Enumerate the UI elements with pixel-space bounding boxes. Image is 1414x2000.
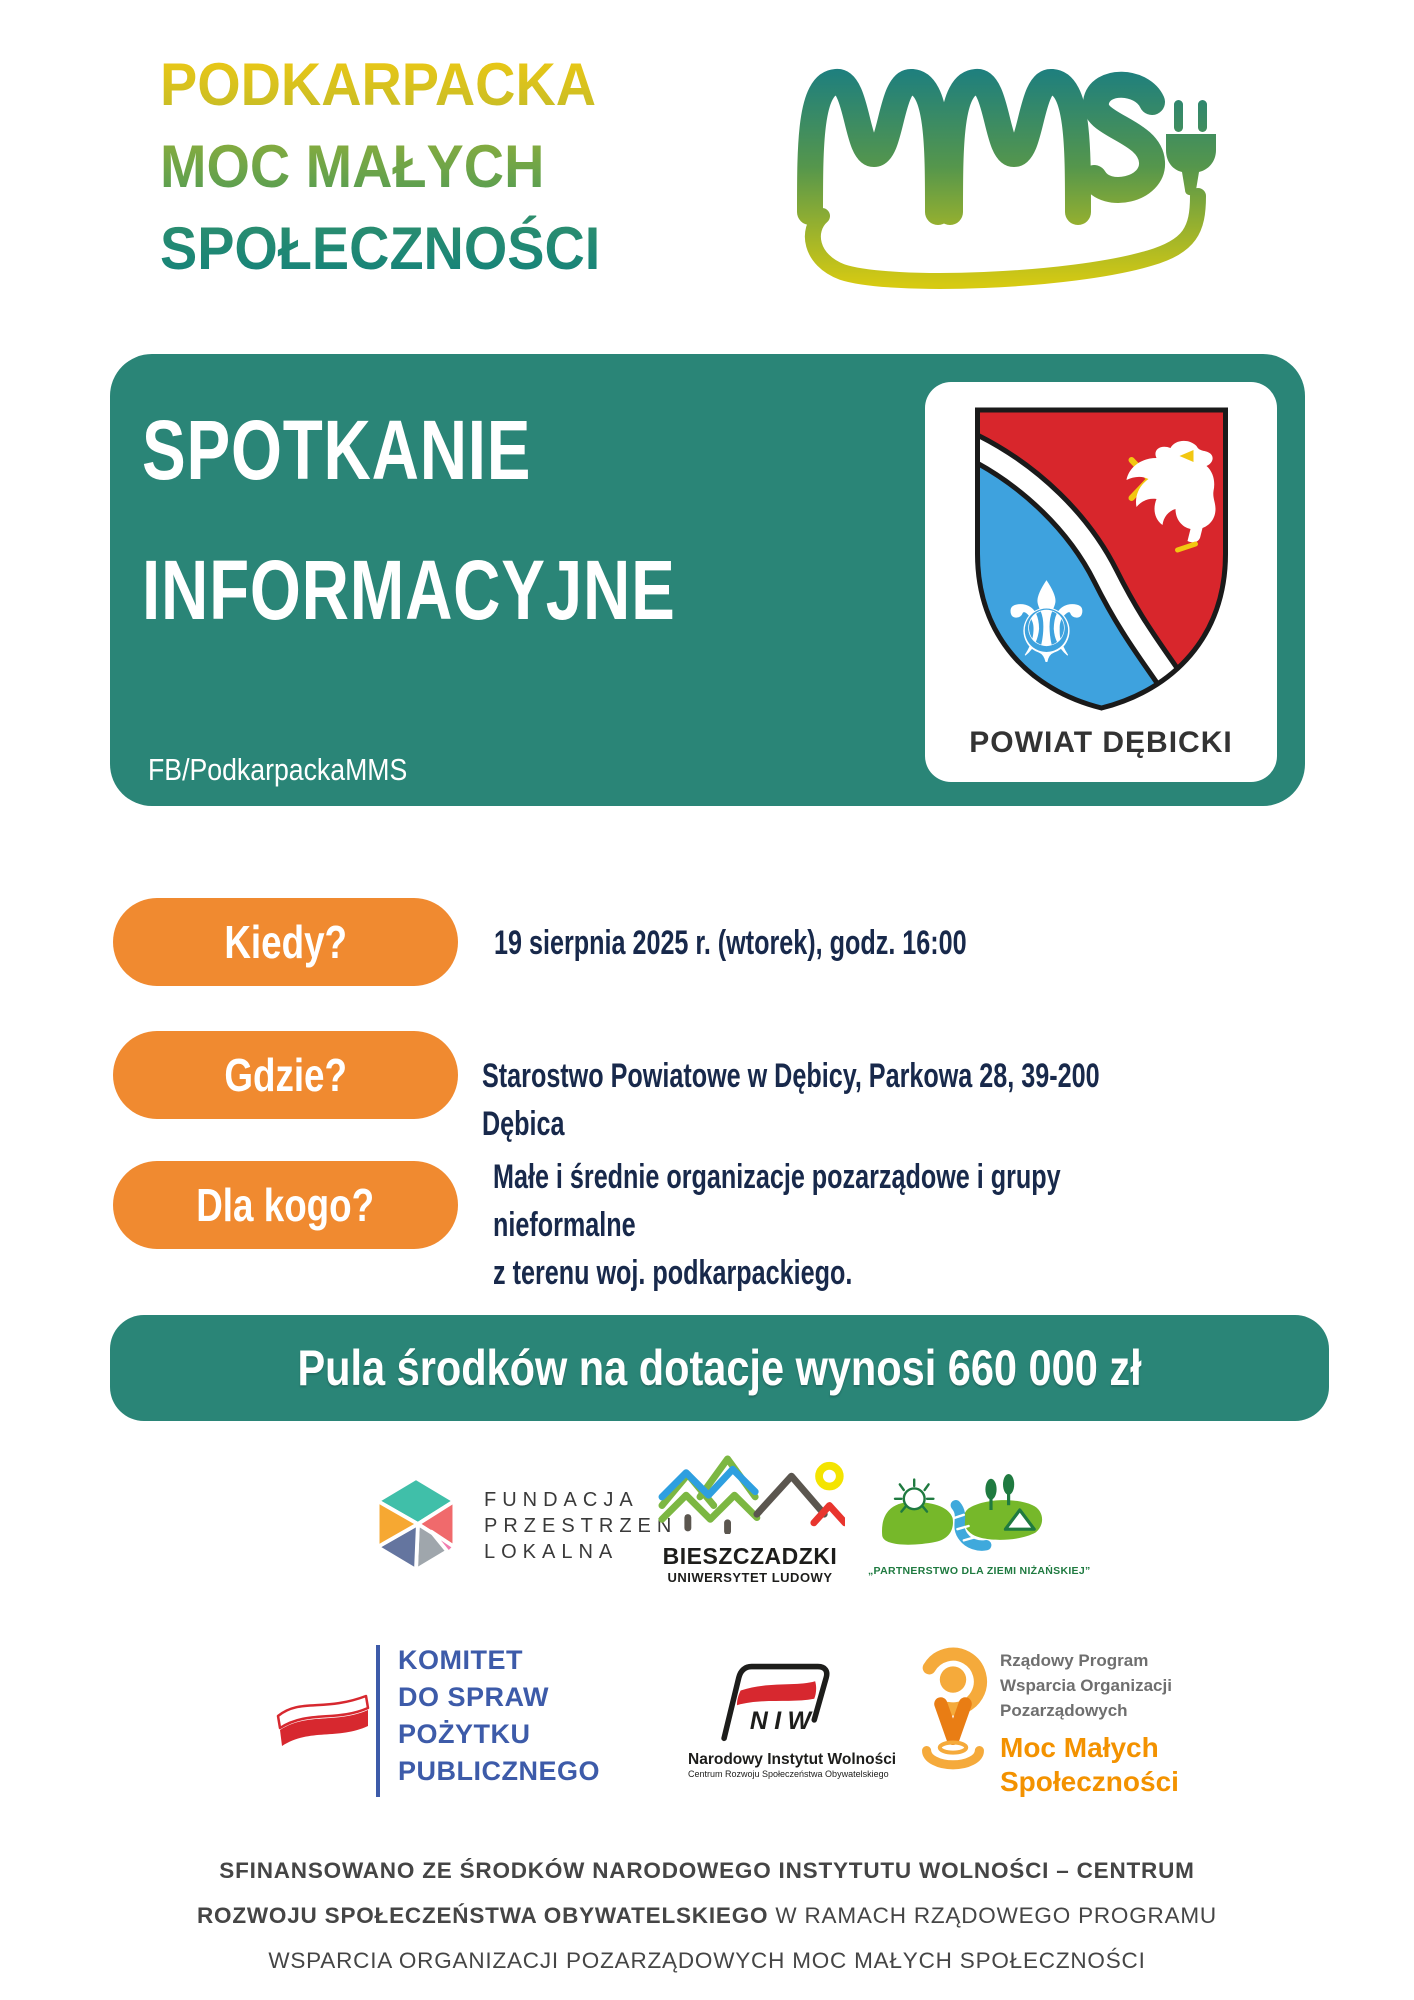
komitet-label: KOMITET DO SPRAW POŻYTKU PUBLICZNEGO [398, 1642, 600, 1790]
footer-line1: SFINANSOWANO ZE ŚRODKÓW NARODOWEGO INSTY… [219, 1858, 1195, 1883]
niw-name: Narodowy Instytut Wolności [688, 1751, 897, 1768]
fundacja-przestrzen-lokalna-label: FUNDACJA PRZESTRZEŃ LOKALNA [484, 1487, 677, 1565]
griffin-icon [1126, 440, 1216, 553]
fleur-de-lis-icon: ⚜ [996, 559, 1096, 689]
footer-line2: ROZWOJU SPOŁECZEŃSTWA OBYWATELSKIEGO W R… [0, 1893, 1414, 1938]
program-title: PODKARPACKA MOC MAŁYCH SPOŁECZNOŚCI [160, 44, 600, 290]
niw-logo: NIW Narodowy Instytut Wolności Centrum R… [688, 1650, 897, 1779]
fpl-line1: FUNDACJA [484, 1489, 639, 1511]
bul-name: BIESZCZADZKI [662, 1543, 838, 1569]
hero-heading-line1: SPOTKANIE [142, 403, 532, 497]
komitet-line1: KOMITET [398, 1645, 523, 1675]
footer-line2-rest: W RAMACH RZĄDOWEGO PROGRAMU [768, 1903, 1217, 1928]
program-title-line2: MOC MAŁYCH [160, 126, 600, 208]
moc-malych-label: Rządowy Program Wsparcia Organizacji Poz… [1000, 1648, 1179, 1799]
for-whom-label: Dla kogo? [196, 1179, 375, 1231]
program-title-line1: PODKARPACKA [160, 44, 600, 126]
fundacja-przestrzen-lokalna-icon [375, 1476, 457, 1572]
fpl-line2: PRZESTRZEŃ [484, 1515, 678, 1537]
bul-subname: UNIWERSYTET LUDOWY [667, 1570, 833, 1585]
funds-banner: Pula środków na dotacje wynosi 660 000 z… [110, 1315, 1329, 1421]
mmsp-name-line1: Moc Małych [1000, 1732, 1159, 1763]
where-label: Gdzie? [224, 1049, 347, 1101]
mms-logo-text: MMS [0, 0, 1, 1]
niw-subname: Centrum Rozwoju Społeczeństwa Obywatelsk… [688, 1769, 889, 1779]
footer-line3: WSPARCIA ORGANIZACJI POZARZĄDOWYCH MOC M… [268, 1948, 1146, 1973]
mmsp-gov-line3: Pozarządowych [1000, 1701, 1128, 1720]
for-whom-pill: Dla kogo? [113, 1161, 458, 1249]
facebook-handle: FB/PodkarpackaMMS [148, 752, 408, 787]
when-pill: Kiedy? [113, 898, 458, 986]
funding-disclaimer: SFINANSOWANO ZE ŚRODKÓW NARODOWEGO INSTY… [0, 1848, 1414, 1983]
bieszczadzki-uniwersytet-logo: BIESZCZADZKI UNIWERSYTET LUDOWY [655, 1452, 849, 1585]
bieszczadzki-mountains-icon [658, 1455, 849, 1535]
when-label: Kiedy? [224, 916, 347, 968]
komitet-divider [376, 1645, 380, 1797]
komitet-line4: PUBLICZNEGO [398, 1756, 601, 1786]
for-whom-text: Małe i średnie organizacje pozarządowe i… [493, 1158, 1061, 1292]
partnerstwo-nizanska-logo: „PARTNERSTWO DLA ZIEMI NIŻAŃSKIEJ” [868, 1462, 1091, 1577]
crest-caption: POWIAT DĘBICKI [969, 726, 1233, 759]
program-title-line3: SPOŁECZNOŚCI [160, 208, 600, 290]
hero-heading-line2: INFORMACYJNE [142, 543, 676, 637]
mmsp-gov-line1: Rządowy Program [1000, 1651, 1149, 1670]
hero-panel: SPOTKANIE INFORMACYJNE FB/PodkarpackaMMS… [110, 354, 1305, 806]
county-crest-card: ⚜ POWIAT DĘBICKI [925, 382, 1277, 782]
mmsp-name-line2: Społeczności [1000, 1766, 1179, 1797]
footer-line2-bold: ROZWOJU SPOŁECZEŃSTWA OBYWATELSKIEGO [197, 1903, 769, 1928]
moc-malych-pin-icon [918, 1647, 988, 1770]
niw-mark: NIW [749, 1708, 817, 1735]
funds-banner-text: Pula środków na dotacje wynosi 660 000 z… [297, 1340, 1142, 1396]
when-text: 19 sierpnia 2025 r. (wtorek), godz. 16:0… [494, 924, 967, 962]
niw-flag-icon: NIW [720, 1663, 829, 1742]
mmsp-gov-line2: Wsparcia Organizacji [1000, 1676, 1172, 1695]
fpl-line3: LOKALNA [484, 1541, 619, 1563]
plug-icon [1166, 100, 1216, 196]
powiat-debicki-crest-icon: ⚜ [975, 407, 1228, 711]
partnerstwo-caption: „PARTNERSTWO DLA ZIEMI NIŻAŃSKIEJ” [868, 1565, 1091, 1577]
mms-plug-logo-icon [797, 69, 1216, 289]
where-pill: Gdzie? [113, 1031, 458, 1119]
partnerstwo-landscape-icon [882, 1474, 1043, 1551]
komitet-line2: DO SPRAW [398, 1682, 550, 1712]
komitet-line3: POŻYTKU [398, 1719, 531, 1749]
where-text: Starostwo Powiatowe w Dębicy, Parkowa 28… [482, 1057, 1100, 1143]
komitet-flag-icon [276, 1694, 370, 1746]
